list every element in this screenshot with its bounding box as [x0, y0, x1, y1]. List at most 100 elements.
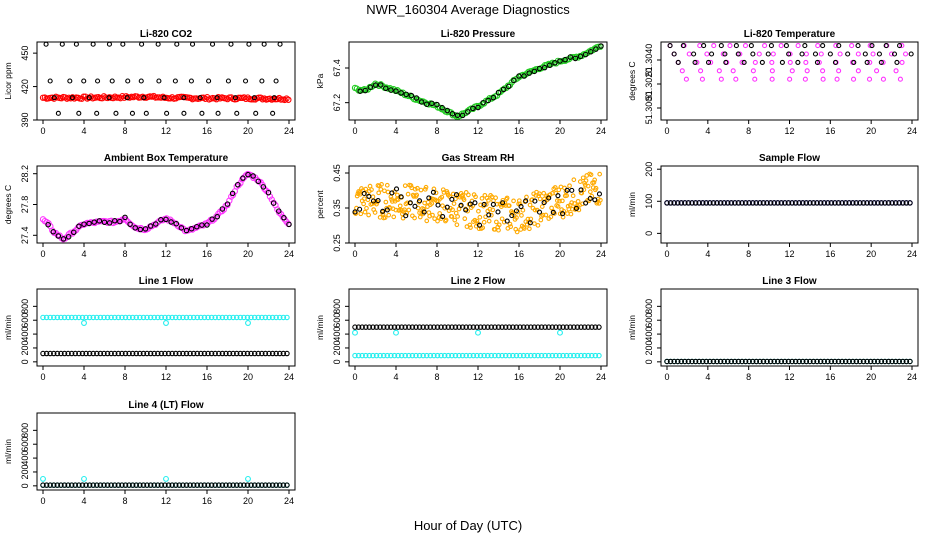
data-point [208, 350, 215, 357]
data-point [241, 350, 247, 357]
data-point [122, 314, 129, 321]
data-point [459, 324, 466, 330]
x-tick-label: 24 [596, 372, 606, 382]
data-point [908, 51, 914, 57]
data-point [484, 324, 491, 330]
data-point [701, 43, 707, 49]
data-point [150, 92, 157, 100]
data-point [408, 92, 415, 99]
y-tick-label: 600 [20, 313, 30, 328]
data-point [388, 324, 394, 330]
data-point [782, 200, 788, 206]
data-point [597, 171, 603, 177]
data-point [588, 172, 594, 178]
data-point [592, 177, 597, 183]
data-point [510, 352, 516, 359]
y-tick-label: 200 [20, 340, 30, 355]
data-point [548, 214, 554, 220]
data-point [733, 43, 739, 49]
data-point [142, 226, 149, 232]
data-point [757, 358, 763, 365]
data-point [882, 358, 888, 365]
x-tick-label: 12 [161, 496, 171, 506]
data-point [550, 209, 556, 215]
data-point [416, 352, 423, 359]
data-point [86, 350, 93, 357]
data-point [58, 350, 64, 357]
data-point [402, 183, 408, 189]
x-tick-label: 8 [434, 372, 439, 382]
data-point [593, 185, 599, 191]
data-point [172, 482, 179, 488]
data-point [504, 218, 510, 224]
data-point [240, 175, 246, 181]
data-point [549, 352, 556, 359]
data-point [527, 202, 533, 208]
data-point [248, 314, 254, 321]
data-point [664, 200, 670, 206]
x-tick-label: 20 [243, 126, 253, 136]
data-point [893, 68, 899, 74]
data-point [836, 43, 842, 49]
data-point [205, 314, 211, 321]
chart-title: Line 2 Flow [451, 276, 506, 287]
data-point [83, 350, 89, 357]
data-point [147, 350, 154, 357]
data-point [536, 209, 543, 215]
data-point [76, 110, 82, 116]
data-point [812, 51, 819, 57]
data-point [714, 200, 720, 206]
x-tick-label: 0 [352, 372, 357, 382]
data-point [815, 43, 821, 49]
data-point [495, 89, 502, 96]
data-point [721, 200, 727, 206]
data-point [183, 350, 190, 357]
x-tick-label: 4 [393, 126, 398, 136]
data-point [505, 83, 512, 90]
data-point [546, 62, 553, 69]
y-tick-label: 400 [644, 327, 654, 342]
x-tick-label: 24 [907, 126, 917, 136]
y-tick-label: 0.25 [332, 234, 342, 252]
data-point [853, 358, 860, 365]
data-point [377, 324, 383, 330]
data-point [686, 51, 692, 57]
data-point [735, 358, 742, 365]
data-point [851, 59, 857, 65]
data-point [741, 59, 747, 65]
y-tick-label: 67.4 [332, 59, 342, 77]
data-point [739, 59, 745, 65]
data-point [423, 352, 430, 359]
data-point [363, 324, 369, 330]
data-point [452, 352, 459, 359]
data-point [363, 352, 369, 359]
data-point [585, 352, 591, 359]
data-point [250, 173, 256, 179]
data-point [205, 482, 211, 488]
data-point [575, 203, 580, 209]
data-point [438, 352, 444, 359]
data-point [513, 208, 519, 214]
data-point [251, 350, 258, 357]
data-point [674, 200, 681, 206]
data-point [372, 82, 379, 88]
data-point [825, 358, 831, 365]
data-point [871, 358, 877, 365]
data-point [361, 190, 367, 197]
data-point [430, 189, 436, 195]
data-point [541, 200, 547, 206]
data-point [493, 195, 498, 201]
data-point [43, 482, 50, 488]
data-point [165, 482, 172, 488]
data-point [472, 217, 478, 223]
data-point [463, 352, 469, 359]
data-point [682, 200, 688, 206]
data-point [51, 350, 57, 357]
data-point [543, 212, 549, 218]
y-axis-label: degrees C [3, 185, 13, 224]
data-point [538, 324, 545, 330]
data-point [560, 211, 566, 217]
data-point [90, 482, 96, 488]
data-point [876, 51, 882, 57]
data-point [216, 350, 222, 357]
